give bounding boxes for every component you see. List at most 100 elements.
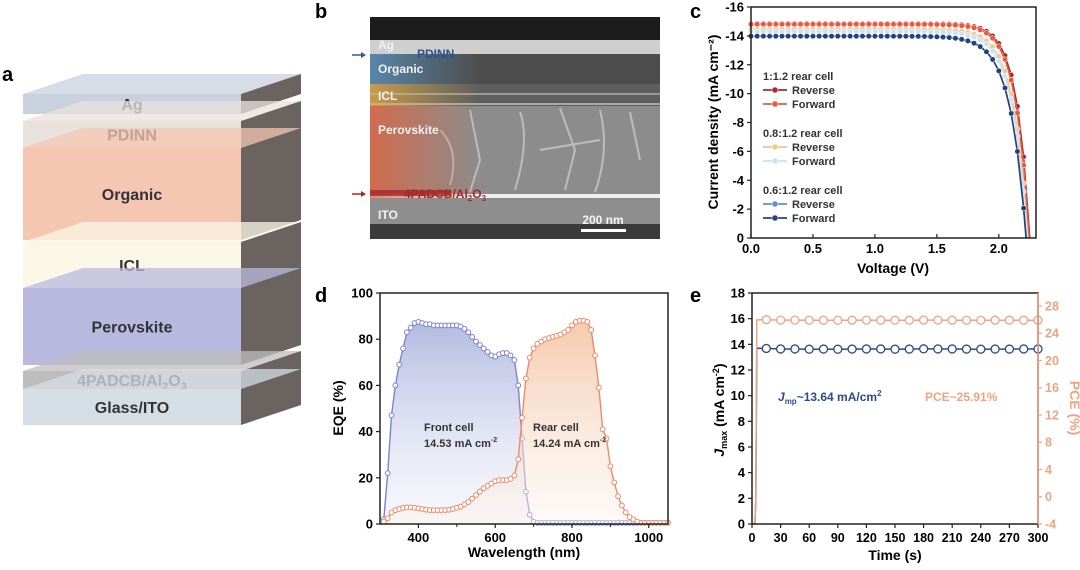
x-tick-label-c: 0.0 [742,241,760,256]
legend-item: Reverse [763,199,835,211]
y-tick-label-d: 100 [351,286,373,301]
jv-point [865,33,872,40]
jv-point [927,21,934,28]
y2-axis-label-e: PCE (%) [1067,381,1080,435]
panel-c-jv-chart: c 0.0 0.5 1.0 1.5 2.0 0 -2 -4 -6 -8 -10 -12 -14 -16 1… [690,0,1037,276]
mpp-point [775,315,786,325]
jv-point [853,33,860,40]
jv-point [1002,73,1008,80]
eqe-area-fill [383,320,668,524]
mpp-point [833,344,843,354]
eqe-point [565,327,572,333]
eqe-point [384,515,391,522]
scale-bar: 200 nm [582,213,623,227]
mpp-point [775,344,786,354]
eqe-point [599,426,606,433]
jv-point [952,30,959,37]
y-tick-label-e: 4 [738,465,746,480]
mpp-point [947,315,957,325]
legend-label: Reverse [792,85,835,97]
y-tick-label-d: 20 [359,470,373,485]
x-tick-label-c: 0.5 [804,241,822,256]
y2-tick-label-e: 4 [1045,463,1052,477]
jv-point [989,56,996,63]
layer-glass-ito: Glass/ITO [23,369,301,425]
eqe-point [473,492,479,499]
mpp-point [761,343,771,354]
jv-line [751,30,1029,239]
jv-point [971,40,977,47]
panel-d-eqe-chart: d 400 600 800 1000 0 20 40 60 80 100 Front cell 1… [315,285,671,560]
y-tick-label-e: 0 [738,517,745,532]
eqe-point [515,382,522,389]
sem-interface-line [370,194,660,198]
mpp-point [861,315,872,325]
jv-point [896,21,903,28]
plot-frame-d [379,292,669,525]
jv-point [828,33,835,40]
y-tick-label-c: -4 [732,173,744,188]
layer-top-face [23,268,301,288]
y2-tick-label-e: 24 [1045,327,1059,341]
jv-point [878,33,885,40]
y-axis-label-c: Current density (mA cm⁻²) [705,35,721,210]
panel-e-mpp-chart: e 0 30 60 90 120 150 180 210 240 270 3000246810121… [690,285,1080,563]
jv-point [840,21,847,28]
x-tick-label-e: 270 [999,531,1020,545]
eqe-point [484,349,491,355]
y-tick-label-e: 6 [738,440,745,455]
legend-swatch-marker [771,214,779,222]
eqe-point [511,472,518,479]
jv-point [909,33,916,40]
jv-point [902,33,909,40]
jv-point [878,21,885,28]
jv-series-group [748,20,1031,239]
eqe-point [400,345,406,352]
y-tick-label-e: 16 [731,311,745,326]
jv-point [822,33,829,40]
sem-label-perovskite: Perovskite [378,123,439,137]
layer-top-face [23,74,301,94]
panel-label-c: c [690,1,701,23]
eqe-series-rear-cell [380,317,671,526]
rear-cell-title: Rear cell [533,422,579,434]
y2-tick-label-e: -4 [1045,518,1056,532]
jv-point [964,32,971,39]
y2-tick-label-e: 12 [1045,408,1059,422]
layer-label: Organic [102,187,163,204]
jv-point [1002,85,1008,91]
eqe-point [396,361,403,368]
y-tick-label-e: 14 [731,337,746,352]
jv-point [983,48,990,55]
jv-point [977,36,984,43]
eqe-point [569,322,575,329]
x-tick-label-e: 120 [856,531,877,545]
x-axis-label-c: Voltage (V) [857,260,929,276]
jv-point [921,33,928,40]
jv-line [751,35,1027,239]
jv-point [958,22,965,29]
jv-point [884,21,891,28]
jv-point [1008,110,1015,117]
eqe-point [507,352,514,359]
jv-point [791,21,798,28]
layer-top-face [23,222,301,242]
jv-point [871,33,878,40]
mpp-point [847,344,857,354]
eqe-point [519,414,525,421]
sem-label-ag: Ag [378,38,394,52]
jv-point [779,21,785,28]
jv-point [927,33,934,40]
y-tick-label-e: 12 [731,363,745,378]
eqe-point [461,325,468,332]
y-tick-label-d: 80 [359,332,373,347]
jv-point [933,21,940,28]
layer-top-face [23,101,301,121]
jv-line [751,28,1029,239]
jv-point [971,24,977,31]
x-tick-label-d: 400 [408,530,430,545]
y-axis-label-d: EQE (%) [330,380,346,435]
jv-point [890,21,897,28]
layer-top-face [23,128,301,148]
eqe-point [530,345,537,352]
